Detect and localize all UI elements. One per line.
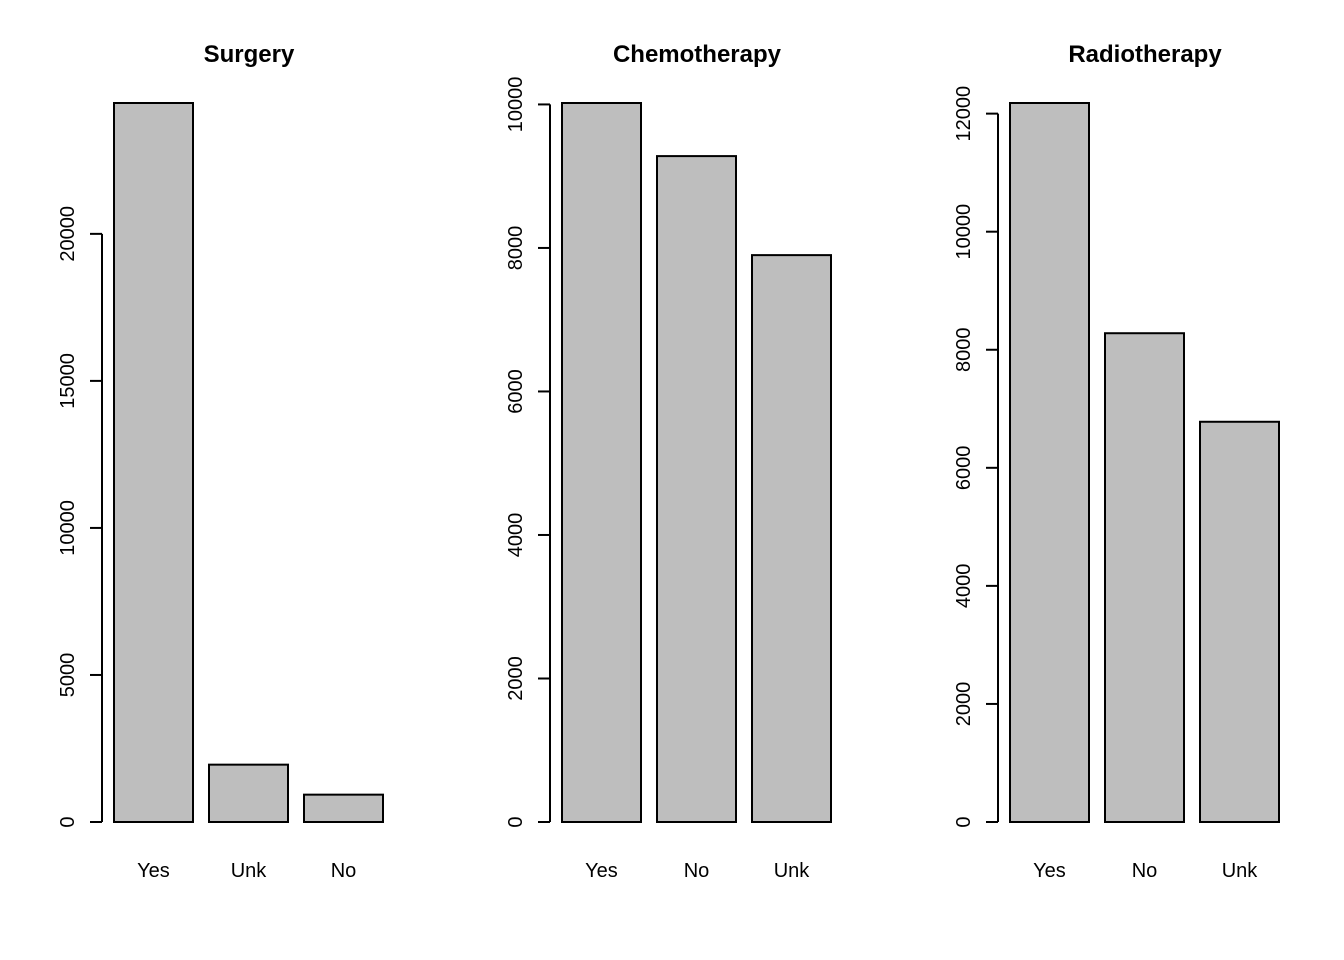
y-tick-label: 2000 bbox=[505, 656, 527, 701]
bar-unk bbox=[208, 763, 289, 823]
y-tick-label: 10000 bbox=[505, 77, 527, 133]
chart-title: Chemotherapy bbox=[613, 41, 782, 68]
x-category-label: Yes bbox=[137, 860, 170, 882]
y-tick-label: 6000 bbox=[505, 369, 527, 414]
x-category-label: Yes bbox=[1033, 860, 1066, 882]
chart-panel-surgery: Surgery 0 5000 10000 15000 20000 Yes Unk No bbox=[57, 41, 384, 882]
y-tick-label: 0 bbox=[505, 816, 527, 827]
bar-unk bbox=[751, 254, 832, 823]
y-tick-label: 8000 bbox=[953, 328, 975, 373]
y-tick-label: 4000 bbox=[953, 564, 975, 609]
bar-no bbox=[1104, 332, 1185, 823]
x-category-label: No bbox=[331, 860, 357, 882]
bar-yes bbox=[1009, 102, 1090, 823]
chart-title: Radiotherapy bbox=[1068, 41, 1222, 68]
x-category-label: Unk bbox=[1222, 860, 1259, 882]
bar-unk bbox=[1199, 420, 1280, 823]
x-category-label: Unk bbox=[231, 860, 268, 882]
y-tick-label: 0 bbox=[953, 816, 975, 827]
bar-no bbox=[656, 155, 737, 824]
chart-panel-chemotherapy: Chemotherapy 0 2000 4000 6000 8000 10000 Yes No U… bbox=[505, 41, 832, 882]
bar-yes bbox=[561, 102, 642, 823]
bar-yes bbox=[113, 102, 194, 823]
y-tick-label: 0 bbox=[57, 816, 79, 827]
y-tick-label: 4000 bbox=[505, 513, 527, 558]
y-tick-label: 8000 bbox=[505, 226, 527, 271]
x-category-label: No bbox=[1132, 860, 1158, 882]
y-tick-label: 12000 bbox=[953, 86, 975, 142]
x-category-label: Yes bbox=[585, 860, 618, 882]
y-tick-label: 20000 bbox=[57, 206, 79, 262]
chart-title: Surgery bbox=[204, 41, 295, 68]
chart-panel-radiotherapy: Radiotherapy 0 2000 4000 6000 8000 10000 12000 Y… bbox=[953, 41, 1280, 882]
bar-no bbox=[303, 793, 384, 824]
y-tick-label: 6000 bbox=[953, 446, 975, 491]
y-tick-label: 10000 bbox=[57, 500, 79, 556]
x-category-label: Unk bbox=[774, 860, 811, 882]
y-tick-label: 15000 bbox=[57, 353, 79, 409]
y-tick-label: 10000 bbox=[953, 204, 975, 260]
y-tick-label: 2000 bbox=[953, 682, 975, 727]
y-tick-label: 5000 bbox=[57, 653, 79, 698]
x-category-label: No bbox=[684, 860, 710, 882]
